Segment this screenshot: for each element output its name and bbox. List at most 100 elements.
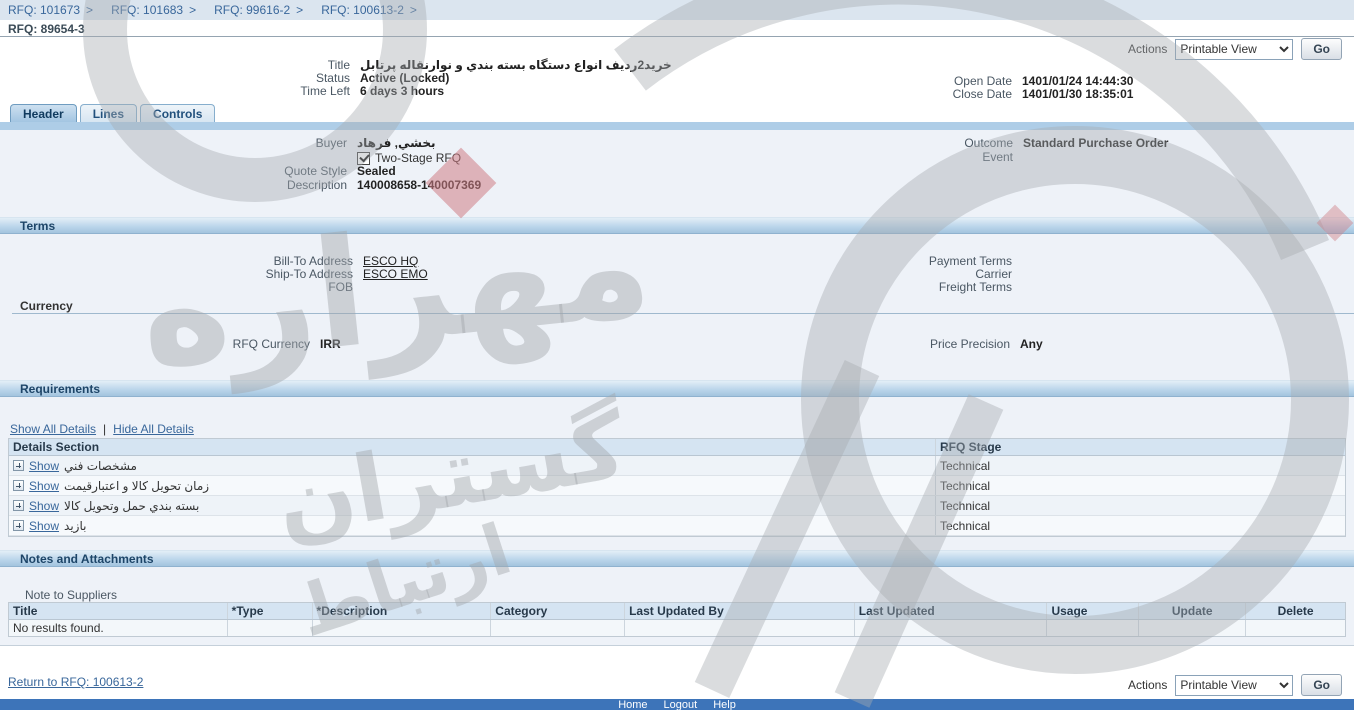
- tab-lines[interactable]: Lines: [79, 104, 138, 124]
- ship-to-link[interactable]: ESCO EMO: [363, 267, 428, 281]
- breadcrumb: RFQ: 101673 > RFQ: 101683 > RFQ: 99616-2 > …: [0, 0, 1354, 20]
- rfq-currency-field: RFQ Currency IRR: [160, 338, 341, 351]
- two-stage-checkbox[interactable]: [357, 151, 370, 165]
- price-precision-value: Any: [1020, 337, 1043, 351]
- two-stage-row: Two-Stage RFQ: [357, 151, 461, 165]
- actions-select[interactable]: Printable View: [1175, 674, 1294, 696]
- footer-home-link[interactable]: Home: [618, 699, 648, 710]
- open-date-value: 1401/01/24 14:44:30: [1022, 74, 1134, 88]
- details-section-column-header: Details Section: [9, 439, 936, 455]
- status-field: Status Active (Locked): [200, 72, 449, 85]
- payment-terms-label: Payment Terms: [928, 254, 1012, 268]
- go-button[interactable]: Go: [1301, 38, 1342, 60]
- tab-bar: Header Lines Controls: [10, 104, 216, 124]
- column-header-category: Category: [491, 603, 626, 619]
- title-field: Title خريد2رديف انواع دستگاه بسته بندي و…: [200, 59, 672, 72]
- tab-strip: [0, 122, 1354, 130]
- column-header-title: Title: [9, 603, 228, 619]
- requirement-name: بازيد: [64, 518, 87, 533]
- requirement-row: Show زمان تحويل كالا و اعتبارقيمت Techni…: [9, 476, 1345, 496]
- show-details-link[interactable]: Show: [29, 498, 60, 513]
- actions-select[interactable]: Printable View: [1175, 38, 1294, 60]
- requirement-row: Show بازيد Technical: [9, 516, 1345, 536]
- rfq-stage-column-header: RFQ Stage: [940, 440, 1002, 454]
- requirement-name: مشخصات فني: [64, 458, 137, 473]
- quote-style-label: Quote Style: [284, 164, 347, 178]
- title-label: Title: [327, 58, 350, 72]
- column-header-last-updated-by: Last Updated By: [625, 603, 855, 619]
- show-details-link[interactable]: Show: [29, 458, 60, 473]
- breadcrumb-link[interactable]: RFQ: 100613-2: [321, 3, 404, 17]
- expand-plus-icon[interactable]: [13, 460, 24, 471]
- footer-help-link[interactable]: Help: [713, 699, 736, 710]
- requirements-table-header: Details Section RFQ Stage: [9, 439, 1345, 456]
- event-field: Event: [863, 151, 1023, 164]
- actions-toolbar-bottom: Actions Printable View Go: [1128, 674, 1342, 696]
- show-details-link[interactable]: Show: [29, 478, 60, 493]
- description-label: Description: [286, 178, 347, 192]
- quote-style-value: Sealed: [357, 164, 396, 178]
- close-date-value: 1401/01/30 18:35:01: [1022, 87, 1134, 101]
- close-date-label: Close Date: [952, 87, 1012, 101]
- payment-terms-field: Payment Terms: [862, 255, 1022, 268]
- quote-style-field: Quote Style Sealed: [197, 164, 396, 178]
- divider: [0, 36, 1354, 37]
- column-header-description: *Description: [313, 603, 492, 619]
- column-header-type: *Type: [228, 603, 313, 619]
- rfq-currency-value: IRR: [320, 337, 341, 351]
- time-left-field: Time Left 6 days 3 hours: [200, 85, 444, 98]
- ship-to-label: Ship-To Address: [265, 267, 353, 281]
- requirement-stage: Technical: [940, 478, 991, 493]
- attachments-table-header: Title *Type *Description Category Last U…: [9, 603, 1345, 620]
- open-date-field: Open Date 1401/01/24 14:44:30: [862, 75, 1133, 88]
- fob-field: FOB: [203, 281, 363, 294]
- bill-to-label: Bill-To Address: [273, 254, 353, 268]
- freight-terms-label: Freight Terms: [938, 280, 1012, 294]
- show-all-details-link[interactable]: Show All Details: [10, 422, 97, 436]
- breadcrumb-separator: >: [86, 3, 94, 17]
- event-label: Event: [982, 150, 1013, 164]
- rfq-currency-label: RFQ Currency: [232, 337, 310, 351]
- show-details-link[interactable]: Show: [29, 518, 60, 533]
- breadcrumb-separator: >: [409, 3, 417, 17]
- no-results-text: No results found.: [9, 620, 228, 636]
- column-header-last-updated: Last Updated: [855, 603, 1048, 619]
- column-header-usage: Usage: [1047, 603, 1140, 619]
- expand-plus-icon[interactable]: [13, 480, 24, 491]
- hide-all-details-link[interactable]: Hide All Details: [113, 422, 194, 436]
- breadcrumb-link[interactable]: RFQ: 99616-2: [214, 3, 291, 17]
- outcome-label: Outcome: [964, 136, 1013, 150]
- price-precision-label: Price Precision: [929, 337, 1010, 351]
- price-precision-field: Price Precision Any: [860, 338, 1043, 351]
- buyer-field: Buyer بخشي, فرهاد: [197, 137, 436, 150]
- breadcrumb-link[interactable]: RFQ: 101683: [111, 3, 184, 17]
- requirement-stage: Technical: [940, 518, 991, 533]
- footer-logout-link[interactable]: Logout: [663, 699, 698, 710]
- column-header-update: Update: [1139, 603, 1247, 619]
- carrier-label: Carrier: [975, 267, 1012, 281]
- ship-to-field: Ship-To Address ESCO EMO: [203, 268, 428, 281]
- status-label: Status: [315, 71, 350, 85]
- title-value: خريد2رديف انواع دستگاه بسته بندي و نوارن…: [360, 58, 672, 72]
- carrier-field: Carrier: [862, 268, 1022, 281]
- outcome-value: Standard Purchase Order: [1023, 136, 1169, 150]
- requirements-table: Details Section RFQ Stage Show مشخصات فن…: [8, 438, 1346, 537]
- details-links: Show All Details | Hide All Details: [10, 422, 194, 436]
- two-stage-label: Two-Stage RFQ: [375, 151, 462, 165]
- tab-header[interactable]: Header: [10, 104, 77, 124]
- time-left-value: 6 days 3 hours: [360, 84, 445, 98]
- expand-plus-icon[interactable]: [13, 500, 24, 511]
- breadcrumb-separator: >: [296, 3, 304, 17]
- return-to-rfq-link[interactable]: Return to RFQ: 100613-2: [8, 675, 144, 689]
- close-date-field: Close Date 1401/01/30 18:35:01: [862, 87, 1134, 101]
- bill-to-link[interactable]: ESCO HQ: [363, 254, 419, 268]
- go-button[interactable]: Go: [1301, 674, 1342, 696]
- breadcrumb-link[interactable]: RFQ: 101673: [8, 3, 81, 17]
- tab-controls[interactable]: Controls: [140, 104, 216, 124]
- actions-label: Actions: [1127, 42, 1168, 56]
- status-value: Active (Locked): [360, 71, 450, 85]
- requirement-row: Show بسته بندي حمل وتحويل كالا Technical: [9, 496, 1345, 516]
- requirement-row: Show مشخصات فني Technical: [9, 456, 1345, 476]
- expand-plus-icon[interactable]: [13, 520, 24, 531]
